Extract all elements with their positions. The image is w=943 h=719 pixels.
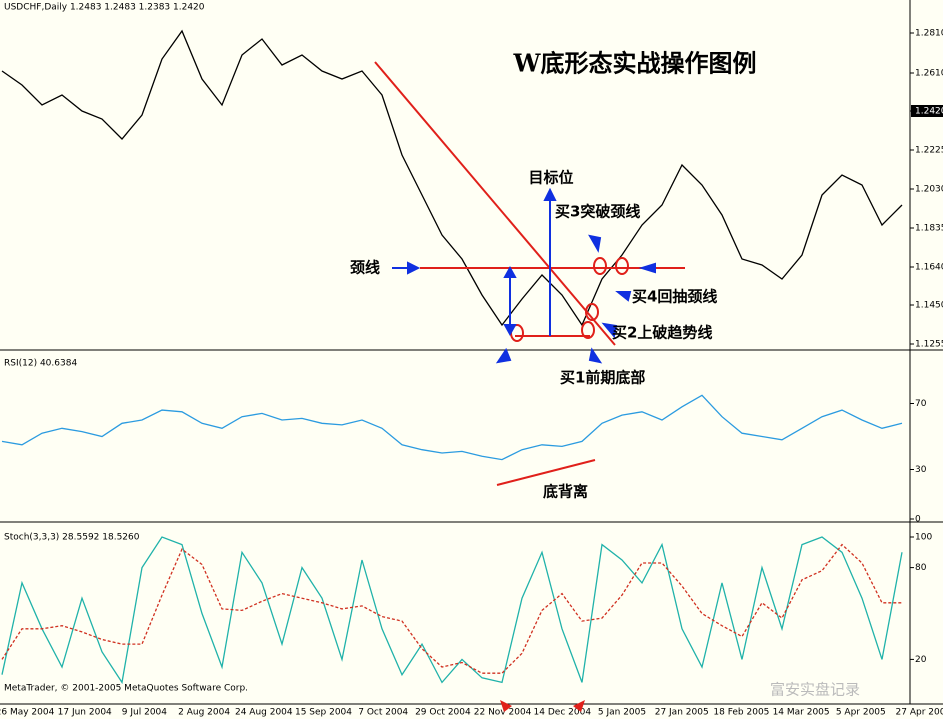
plots: USDCHF,Daily 1.2483 1.2483 1.2383 1.2420… — [0, 3, 943, 718]
annotation: 买1前期底部 — [560, 369, 645, 387]
x-tick-label: 7 Oct 2004 — [358, 708, 408, 718]
y-tick-label: 30 — [915, 465, 927, 475]
marker-circle — [593, 257, 607, 275]
y-tick-label: 1.2810 — [915, 29, 943, 39]
y-tick-label: 20 — [915, 655, 927, 665]
y-tick-label: 1.2030 — [915, 185, 943, 195]
trendline — [374, 61, 616, 346]
y-tick-label: 1.1450 — [915, 301, 943, 311]
arrow-head — [601, 322, 618, 339]
y-tick-label: 1.1835 — [915, 224, 943, 234]
x-tick-label: 14 Mar 2005 — [773, 708, 830, 718]
chart-title: W底形态实战操作图例 — [513, 49, 757, 78]
arrow-head — [495, 347, 512, 364]
x-tick-label: 15 Sep 2004 — [295, 708, 352, 718]
x-tick-label: 14 Dec 2004 — [534, 708, 592, 718]
series-line — [1, 543, 902, 674]
y-tick-label: 70 — [915, 399, 927, 409]
x-tick-label: 29 Oct 2004 — [415, 708, 471, 718]
panel-label: RSI(12) 40.6384 — [4, 359, 77, 369]
x-tick-label: 2 Aug 2004 — [178, 708, 230, 718]
x-tick-label: 9 Jul 2004 — [122, 708, 167, 718]
marker-circle — [615, 257, 629, 275]
y-tick-label: 80 — [915, 563, 927, 573]
panel-label: USDCHF,Daily 1.2483 1.2483 1.2383 1.2420 — [4, 3, 205, 13]
arrow-head — [500, 700, 512, 712]
marker-circle — [581, 321, 595, 339]
stoch-arrows — [500, 700, 585, 712]
x-tick-label: 27 Jan 2005 — [655, 708, 709, 718]
annotation: 底背离 — [543, 483, 588, 501]
arrow-head — [638, 262, 656, 274]
x-tick-label: 5 Apr 2005 — [836, 708, 886, 718]
annotation: 买2上破趋势线 — [612, 324, 712, 342]
x-tick-label: 22 Nov 2004 — [474, 708, 532, 718]
arrow-head — [503, 265, 517, 278]
y-tick-label: 1.1255 — [915, 340, 943, 350]
current-price-box — [911, 105, 943, 117]
series-line — [1, 394, 903, 461]
arrow-head — [615, 291, 632, 302]
arrow-head — [407, 261, 421, 275]
footer: MetaTrader, © 2001-2005 MetaQuotes Softw… — [4, 684, 248, 694]
y-tick-label: 0 — [915, 515, 921, 525]
x-tick-label: 26 May 2004 — [0, 708, 55, 718]
arrow-head — [543, 187, 557, 201]
x-tick-label: 5 Jan 2005 — [598, 708, 646, 718]
series-line — [1, 29, 903, 327]
y-tick-label: 1.2610 — [915, 69, 943, 79]
x-tick-label: 27 Apr 200 — [896, 708, 943, 718]
watermark: 富安实盘记录 — [770, 681, 860, 699]
annotation-arrows — [392, 187, 656, 364]
annotation: 买3突破颈线 — [555, 203, 640, 221]
y-tick-label: 1.2225 — [915, 146, 943, 156]
x-tick-label: 17 Jun 2004 — [58, 708, 112, 718]
annotation: 目标位 — [528, 169, 573, 187]
series-line — [1, 536, 903, 685]
arrow-head — [503, 324, 517, 337]
arrow-head — [588, 234, 602, 253]
x-tick-label: 24 Aug 2004 — [235, 708, 293, 718]
y-tick-label: 100 — [915, 533, 932, 543]
arrow-head — [588, 347, 603, 364]
divergence-line — [496, 459, 596, 486]
annotation: 买4回抽颈线 — [632, 288, 717, 306]
arrow-head — [573, 700, 585, 712]
x-tick-label: 18 Feb 2005 — [713, 708, 769, 718]
marker-circle — [585, 303, 599, 321]
panel-label: Stoch(3,3,3) 28.5592 18.5260 — [4, 533, 140, 543]
annotation: 颈线 — [349, 259, 380, 277]
y-tick-label: 1.1640 — [915, 263, 943, 273]
y-tick-label: 1.2420 — [915, 107, 943, 117]
